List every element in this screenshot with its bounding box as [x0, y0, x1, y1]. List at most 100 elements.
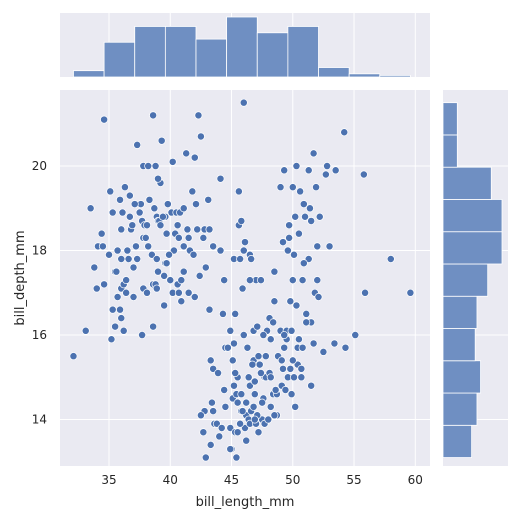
scatter-point — [182, 149, 191, 158]
scatter-point — [237, 390, 246, 399]
scatter-point — [221, 402, 230, 411]
right-marginal-histogram — [442, 90, 508, 466]
scatter-point — [108, 305, 117, 314]
scatter-point — [113, 246, 122, 255]
y-tick-label: 18 — [32, 244, 47, 258]
scatter-point — [209, 242, 218, 251]
scatter-point — [199, 233, 208, 242]
scatter-point — [291, 212, 300, 221]
scatter-point — [276, 183, 285, 192]
scatter-point — [245, 276, 254, 285]
scatter-point — [144, 162, 153, 170]
scatter-point — [90, 263, 99, 272]
scatter-point — [117, 225, 126, 234]
scatter-point — [325, 242, 334, 251]
scatter-point — [280, 166, 289, 175]
scatter-point — [220, 276, 229, 285]
scatter-point — [298, 276, 307, 285]
scatter-point — [160, 271, 169, 280]
scatter-point — [234, 187, 243, 196]
scatter-point — [286, 297, 295, 306]
scatter-point — [270, 297, 279, 306]
scatter-point — [238, 284, 247, 293]
scatter-point — [100, 115, 109, 124]
scatter-point — [174, 233, 183, 242]
scatter-point — [179, 267, 188, 276]
scatter-point — [69, 352, 78, 361]
y-hist-bar — [442, 263, 489, 297]
scatter-point — [406, 288, 415, 297]
scatter-point — [250, 377, 259, 386]
scatter-point — [209, 407, 218, 416]
scatter-point — [292, 162, 301, 170]
scatter-point — [285, 221, 294, 230]
scatter-point — [304, 166, 313, 175]
scatter-point — [107, 335, 116, 344]
scatter-point — [237, 217, 246, 225]
scatter-point — [150, 204, 159, 213]
scatter-point — [183, 225, 192, 234]
scatter-point — [242, 436, 251, 445]
scatter-point — [108, 208, 117, 217]
x-tick-label: 50 — [285, 473, 300, 487]
scatter-point — [135, 208, 144, 217]
y-hist-bar — [442, 295, 478, 329]
scatter-point — [313, 276, 322, 285]
scatter-point — [160, 301, 169, 310]
scatter-point — [236, 255, 245, 263]
scatter-point — [163, 200, 172, 209]
scatter-point — [266, 373, 275, 382]
scatter-point — [118, 208, 127, 217]
scatter-point — [286, 364, 295, 373]
scatter-point — [184, 288, 193, 297]
scatter-point — [190, 153, 199, 162]
scatter-point — [241, 238, 249, 247]
scatter-point — [301, 212, 309, 221]
scatter-point — [156, 221, 165, 230]
scatter-point — [299, 259, 308, 268]
x-hist-bar — [134, 26, 166, 78]
scatter-point — [256, 276, 265, 285]
scatter-point — [270, 267, 279, 276]
scatter-point — [313, 242, 322, 251]
scatter-point — [120, 183, 129, 192]
scatter-point — [116, 195, 124, 204]
scatter-point — [179, 242, 188, 251]
y-hist-bar — [442, 102, 458, 136]
scatter-point — [297, 373, 306, 382]
scatter-point — [231, 309, 240, 318]
scatter-points — [69, 98, 415, 462]
y-hist-bar — [442, 360, 481, 394]
scatter-point — [113, 293, 122, 301]
x-hist-bar — [73, 70, 105, 78]
scatter-point — [270, 411, 279, 420]
scatter-point — [230, 381, 238, 390]
scatter-point — [152, 255, 161, 263]
scatter-point — [206, 356, 215, 365]
x-hist-bar — [103, 41, 136, 78]
scatter-point — [269, 318, 278, 327]
scatter-point — [239, 98, 248, 107]
scatter-point — [228, 356, 237, 365]
scatter-point — [309, 149, 318, 158]
scatter-point — [250, 390, 259, 399]
x-hist-bar — [348, 73, 381, 78]
scatter-point — [201, 263, 210, 272]
scatter-point — [193, 225, 202, 234]
scatter-point — [189, 250, 198, 259]
scatter-point — [292, 301, 301, 310]
x-tick-label: 40 — [163, 473, 178, 487]
scatter-point — [129, 263, 138, 272]
scatter-point — [177, 297, 186, 306]
scatter-point — [307, 217, 316, 225]
scatter-point — [226, 326, 235, 335]
scatter-point — [145, 195, 154, 204]
scatter-point — [230, 339, 238, 348]
scatter-point — [294, 229, 303, 238]
scatter-point — [158, 212, 167, 221]
scatter-point — [149, 111, 158, 120]
scatter-point — [291, 402, 300, 411]
scatter-point — [196, 132, 205, 141]
scatter-point — [287, 390, 296, 399]
y-tick-label: 14 — [32, 413, 47, 427]
